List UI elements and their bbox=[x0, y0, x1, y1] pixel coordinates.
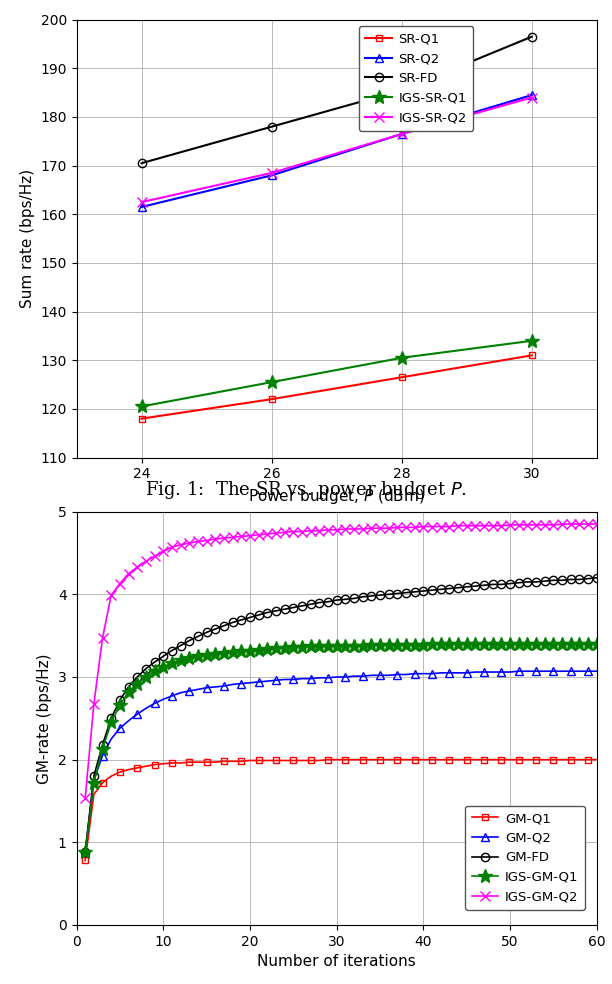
SR-Q2 bbox=[138, 201, 145, 213]
SR-Q1 bbox=[268, 394, 275, 405]
GM-Q1 bbox=[255, 755, 262, 767]
IGS-SR-Q2 bbox=[138, 196, 145, 208]
SR-Q2 bbox=[268, 169, 275, 181]
GM-Q1 bbox=[229, 756, 236, 768]
GM-FD bbox=[81, 846, 89, 858]
IGS-GM-Q2 bbox=[558, 519, 565, 530]
Line: IGS-GM-Q2: IGS-GM-Q2 bbox=[80, 520, 602, 803]
GM-Q2 bbox=[81, 846, 89, 858]
IGS-SR-Q1 bbox=[398, 352, 405, 364]
GM-Q1 bbox=[411, 754, 418, 766]
GM-Q1 bbox=[246, 755, 253, 767]
Line: IGS-SR-Q1: IGS-SR-Q1 bbox=[135, 334, 539, 413]
IGS-GM-Q2 bbox=[229, 531, 236, 543]
GM-Q1 bbox=[212, 757, 219, 769]
GM-FD bbox=[593, 572, 600, 584]
Y-axis label: GM-rate (bps/Hz): GM-rate (bps/Hz) bbox=[37, 653, 53, 783]
IGS-GM-Q1 bbox=[229, 646, 236, 658]
IGS-GM-Q2 bbox=[255, 529, 262, 541]
IGS-GM-Q1 bbox=[255, 644, 262, 655]
SR-Q1 bbox=[138, 412, 145, 424]
GM-FD bbox=[212, 623, 219, 635]
SR-FD bbox=[268, 121, 275, 133]
IGS-GM-Q2 bbox=[246, 529, 253, 541]
SR-FD bbox=[398, 85, 405, 96]
IGS-GM-Q1 bbox=[246, 645, 253, 656]
GM-Q1 bbox=[81, 854, 89, 866]
IGS-GM-Q2 bbox=[168, 541, 176, 553]
GM-FD bbox=[246, 612, 253, 624]
SR-FD bbox=[528, 31, 536, 42]
IGS-GM-Q2 bbox=[593, 519, 600, 530]
GM-Q2 bbox=[255, 676, 262, 688]
Text: Fig. 1:  The SR vs. power budget $P$.: Fig. 1: The SR vs. power budget $P$. bbox=[145, 479, 467, 501]
SR-Q2 bbox=[398, 128, 405, 140]
Y-axis label: Sum rate (bps/Hz): Sum rate (bps/Hz) bbox=[20, 169, 35, 308]
GM-FD bbox=[229, 617, 236, 629]
IGS-SR-Q2 bbox=[268, 167, 275, 179]
Line: IGS-GM-Q1: IGS-GM-Q1 bbox=[78, 637, 603, 859]
Line: SR-Q2: SR-Q2 bbox=[137, 91, 536, 212]
IGS-GM-Q1 bbox=[593, 638, 600, 649]
GM-Q2 bbox=[515, 665, 522, 677]
IGS-GM-Q1 bbox=[81, 846, 89, 858]
Line: GM-Q1: GM-Q1 bbox=[81, 756, 600, 864]
IGS-GM-Q1 bbox=[168, 657, 176, 669]
GM-Q1 bbox=[168, 757, 176, 769]
IGS-GM-Q2 bbox=[81, 792, 89, 804]
SR-Q2 bbox=[528, 90, 536, 101]
GM-FD bbox=[402, 586, 409, 598]
SR-Q1 bbox=[398, 371, 405, 383]
GM-Q2 bbox=[229, 679, 236, 691]
IGS-GM-Q1 bbox=[402, 639, 409, 650]
IGS-SR-Q2 bbox=[398, 128, 405, 140]
GM-Q1 bbox=[324, 754, 332, 766]
Line: GM-FD: GM-FD bbox=[81, 574, 601, 856]
GM-Q1 bbox=[593, 754, 600, 766]
GM-FD bbox=[168, 645, 176, 656]
IGS-SR-Q1 bbox=[138, 400, 145, 412]
IGS-SR-Q2 bbox=[528, 92, 536, 103]
SR-FD bbox=[138, 157, 145, 169]
GM-Q2 bbox=[168, 690, 176, 702]
IGS-SR-Q1 bbox=[528, 335, 536, 346]
Line: SR-FD: SR-FD bbox=[137, 32, 536, 167]
SR-Q1 bbox=[528, 349, 536, 361]
GM-FD bbox=[255, 609, 262, 621]
Line: IGS-SR-Q2: IGS-SR-Q2 bbox=[136, 92, 537, 207]
IGS-GM-Q1 bbox=[428, 638, 436, 649]
IGS-GM-Q2 bbox=[212, 533, 219, 545]
GM-Q2 bbox=[246, 677, 253, 689]
GM-Q2 bbox=[402, 668, 409, 680]
IGS-GM-Q2 bbox=[402, 522, 409, 533]
GM-Q2 bbox=[593, 665, 600, 677]
X-axis label: Number of iterations: Number of iterations bbox=[257, 954, 416, 969]
GM-Q2 bbox=[212, 681, 219, 693]
Line: GM-Q2: GM-Q2 bbox=[81, 667, 601, 856]
Legend: SR-Q1, SR-Q2, SR-FD, IGS-SR-Q1, IGS-SR-Q2: SR-Q1, SR-Q2, SR-FD, IGS-SR-Q1, IGS-SR-Q… bbox=[359, 27, 473, 131]
IGS-GM-Q1 bbox=[212, 647, 219, 659]
IGS-SR-Q1 bbox=[268, 376, 275, 388]
X-axis label: Power budget, $P$ (dBm): Power budget, $P$ (dBm) bbox=[248, 487, 425, 506]
Line: SR-Q1: SR-Q1 bbox=[138, 352, 535, 422]
Legend: GM-Q1, GM-Q2, GM-FD, IGS-GM-Q1, IGS-GM-Q2: GM-Q1, GM-Q2, GM-FD, IGS-GM-Q1, IGS-GM-Q… bbox=[465, 806, 585, 910]
